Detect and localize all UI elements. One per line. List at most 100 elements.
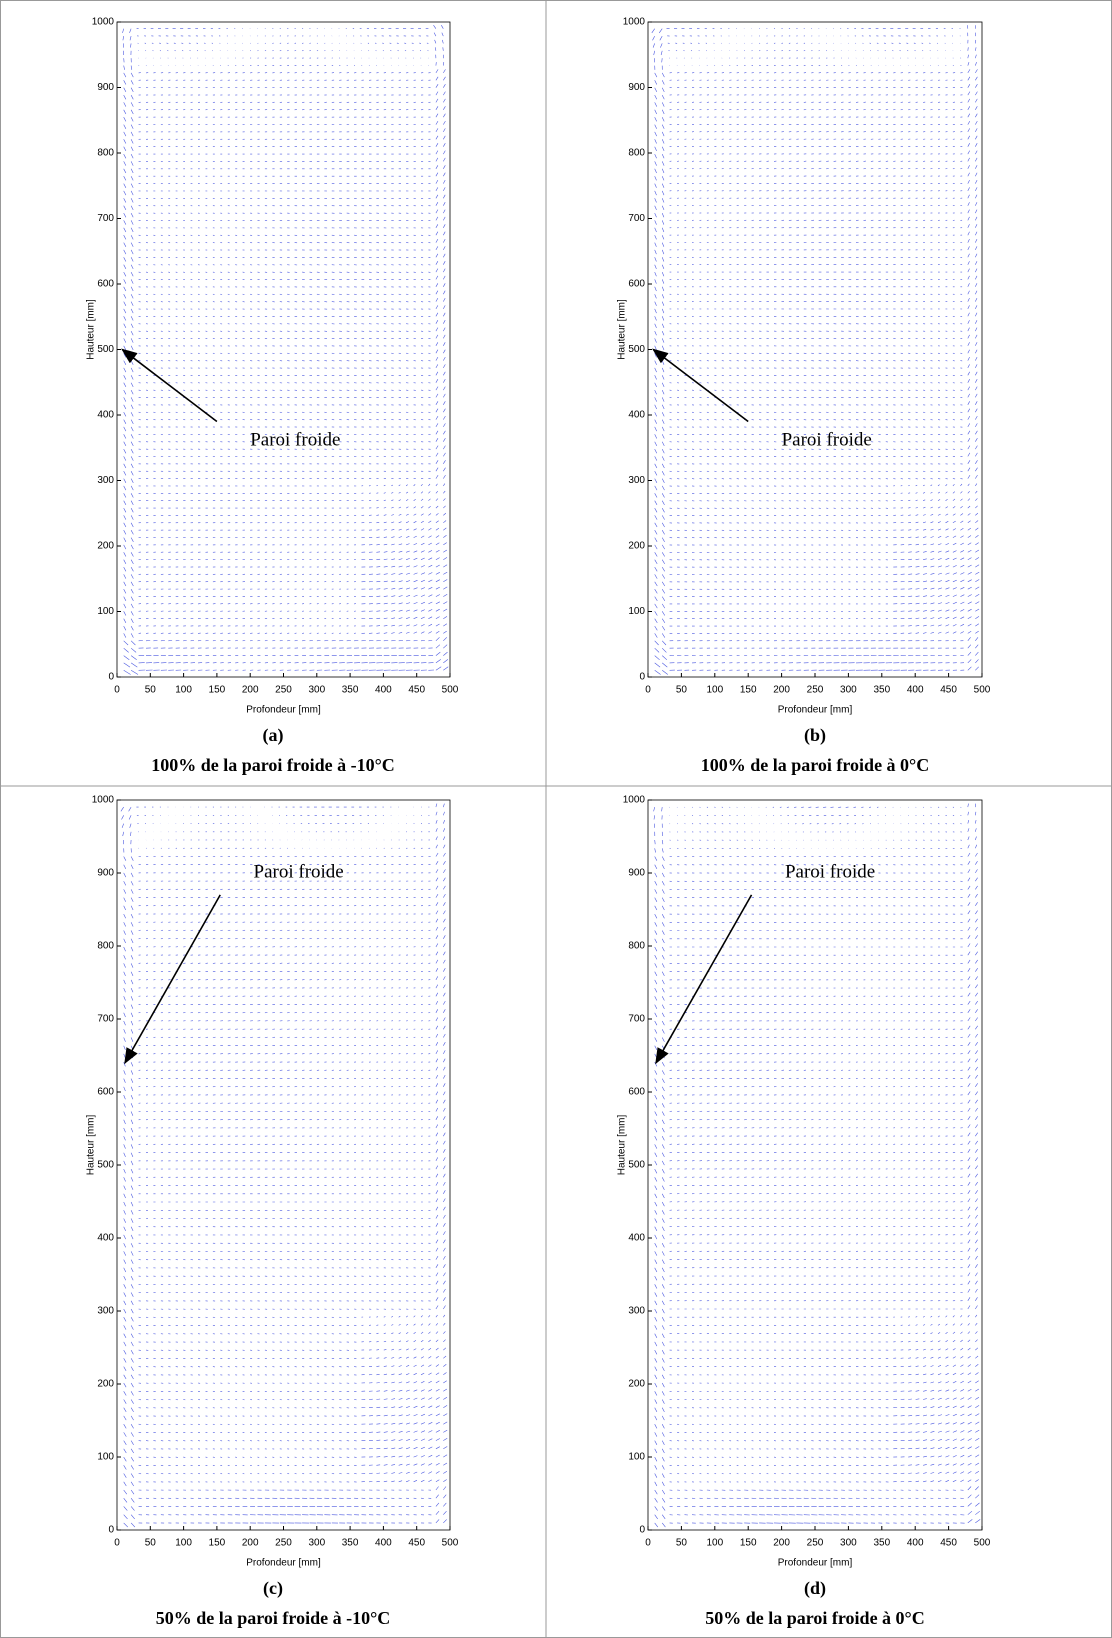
y-tick-label: 1000 [92,17,115,28]
annotation-arrow [652,348,749,423]
x-tick-label: 400 [375,685,392,696]
y-tick-label: 900 [97,82,114,93]
x-tick-label: 50 [676,685,688,696]
x-tick-label: 100 [175,1538,192,1549]
y-axis-label: Hauteur [mm] [617,1114,628,1175]
plot-frame [647,21,983,678]
y-tick-label: 500 [97,344,114,355]
y-tick-label: 800 [97,941,114,952]
x-tick-label: 100 [706,685,723,696]
annotation: Paroi froide [250,430,340,451]
y-tick-label: 200 [97,541,114,552]
x-tick-label: 450 [940,685,957,696]
y-axis-label: Hauteur [mm] [86,1114,97,1175]
x-tick-label: 50 [676,1538,688,1549]
x-tick-label: 250 [275,1538,292,1549]
panel-label: (a) [263,725,284,746]
x-tick-label: 300 [840,685,857,696]
y-tick-label: 400 [628,1233,645,1244]
x-tick-label: 100 [706,1538,723,1549]
x-axis-label: Profondeur [mm] [246,1558,321,1569]
x-axis-label: Profondeur [mm] [778,1558,853,1569]
y-tick-label: 600 [628,279,645,290]
y-tick-label: 0 [108,672,114,683]
y-tick-label: 0 [639,672,645,683]
y-tick-label: 700 [628,213,645,224]
y-tick-label: 600 [97,279,114,290]
y-tick-label: 900 [628,82,645,93]
y-tick-label: 800 [97,148,114,159]
x-tick-label: 150 [740,1538,757,1549]
x-tick-label: 350 [342,1538,359,1549]
y-tick-label: 300 [628,1306,645,1317]
panel-label: (b) [804,725,826,746]
y-tick-label: 300 [97,475,114,486]
panel-caption: 100% de la paroi froide à -10°C [151,755,395,775]
x-tick-label: 300 [840,1538,857,1549]
annotation: Paroi froide [785,861,875,882]
annotation-arrow [121,348,218,423]
x-tick-label: 150 [740,685,757,696]
y-tick-label: 400 [97,410,114,421]
x-tick-label: 0 [645,1538,651,1549]
x-tick-label: 0 [114,685,120,696]
y-tick-label: 900 [97,868,114,879]
x-tick-label: 500 [974,685,991,696]
x-axis-label: Profondeur [mm] [778,705,853,716]
y-tick-label: 500 [628,344,645,355]
x-tick-label: 200 [773,685,790,696]
y-tick-label: 700 [628,1014,645,1025]
plot-frame [116,799,451,1531]
x-tick-label: 400 [907,1538,924,1549]
x-tick-label: 500 [442,1538,459,1549]
x-tick-label: 200 [242,685,259,696]
annotation-arrow [655,894,753,1065]
vector-field [120,803,448,1528]
y-tick-label: 0 [639,1525,645,1536]
y-tick-label: 1000 [92,795,115,806]
y-tick-label: 500 [628,1160,645,1171]
x-tick-label: 250 [807,685,824,696]
x-tick-label: 450 [408,1538,425,1549]
panel-caption: 50% de la paroi froide à -10°C [156,1608,391,1628]
annotation: Paroi froide [782,430,872,451]
x-tick-label: 200 [773,1538,790,1549]
annotation: Paroi froide [254,861,344,882]
y-tick-label: 1000 [623,17,646,28]
y-tick-label: 100 [97,1452,114,1463]
x-tick-label: 300 [308,1538,325,1549]
panel-caption: 100% de la paroi froide à 0°C [701,755,930,775]
y-tick-label: 800 [628,941,645,952]
y-axis-label: Hauteur [mm] [617,299,628,360]
y-tick-label: 400 [628,410,645,421]
y-tick-label: 1000 [623,795,646,806]
x-tick-label: 450 [940,1538,957,1549]
vector-field [651,25,980,675]
y-tick-label: 300 [97,1306,114,1317]
y-axis-label: Hauteur [mm] [86,299,97,360]
panel-label: (c) [263,1578,283,1599]
plot-frame [116,21,451,678]
vector-field [653,803,981,1528]
y-tick-label: 500 [97,1160,114,1171]
y-tick-label: 600 [97,1087,114,1098]
x-tick-label: 0 [645,685,651,696]
x-tick-label: 500 [974,1538,991,1549]
y-tick-label: 600 [628,1087,645,1098]
x-tick-label: 50 [145,1538,157,1549]
x-tick-label: 150 [209,685,226,696]
x-tick-label: 300 [308,685,325,696]
x-tick-label: 200 [242,1538,259,1549]
y-tick-label: 100 [628,606,645,617]
y-tick-label: 200 [628,541,645,552]
y-tick-label: 200 [97,1379,114,1390]
y-tick-label: 0 [108,1525,114,1536]
y-tick-label: 200 [628,1379,645,1390]
x-tick-label: 450 [408,685,425,696]
y-tick-label: 800 [628,148,645,159]
x-tick-label: 250 [275,685,292,696]
y-tick-label: 400 [97,1233,114,1244]
panel-label: (d) [804,1578,826,1599]
y-tick-label: 100 [628,1452,645,1463]
